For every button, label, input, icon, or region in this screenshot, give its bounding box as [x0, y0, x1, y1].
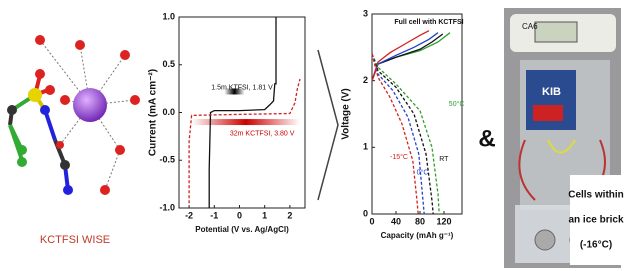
y-tick-label: 0.5: [162, 59, 175, 69]
data-line: [371, 33, 444, 81]
data-line: [371, 53, 425, 215]
arrow: [317, 49, 339, 201]
y-tick-label: 2: [363, 75, 368, 85]
chart-title: Full cell with KCTFSI: [394, 19, 463, 26]
annotation: RT: [439, 156, 449, 163]
x-axis-label: Capacity (mAh g⁻¹): [381, 231, 454, 240]
device-label: CA6: [522, 22, 538, 31]
data-line: [371, 53, 440, 215]
caption-line: (-16°C): [580, 240, 612, 251]
x-tick-label: 120: [436, 216, 451, 226]
annotation: -15°C: [390, 153, 408, 161]
annotation: 32m KCTFSI, 3.80 V: [230, 130, 295, 137]
kib-label: KIB: [542, 86, 561, 98]
y-axis-label: Current (mA cm⁻²): [148, 69, 159, 156]
plot-frame: [178, 16, 306, 209]
x-axis-label: Potential (V vs. Ag/AgCl): [195, 225, 289, 234]
atoms: [7, 35, 140, 195]
highlight-band: [224, 88, 245, 95]
annotation: 0°C: [417, 169, 429, 177]
y-tick-label: 1: [363, 142, 368, 152]
x-tick-label: 0: [369, 216, 374, 226]
caption-line: Cells within: [568, 190, 624, 201]
x-tick-label: -1: [210, 210, 218, 220]
molecule-label: KCTFSI WISE: [40, 234, 110, 246]
caption-line: an ice brick: [568, 215, 623, 226]
x-tick-label: 1: [262, 210, 267, 220]
x-tick-label: -2: [185, 210, 193, 220]
data-line: [208, 17, 277, 208]
data-line: [371, 53, 419, 215]
plot-frame: [371, 13, 463, 215]
annotation: 1.5m KTFSI, 1.81 V: [211, 85, 273, 92]
y-tick-label: 0: [363, 208, 368, 218]
y-tick-label: 0.0: [162, 107, 175, 117]
x-tick-label: 40: [391, 216, 401, 226]
y-tick-label: 1.0: [162, 11, 175, 21]
annotation: 50°C: [449, 100, 465, 108]
data-line: [188, 78, 301, 204]
ampersand: &: [478, 125, 495, 152]
photo: [504, 8, 622, 268]
y-tick-label: 3: [363, 8, 368, 18]
y-tick-label: -0.5: [159, 155, 175, 165]
x-tick-label: 80: [415, 216, 425, 226]
data-line: [371, 53, 434, 215]
y-axis-label: Voltage (V): [341, 88, 352, 139]
y-tick-label: -1.0: [159, 202, 175, 212]
x-tick-label: 2: [287, 210, 292, 220]
x-tick-label: 0: [237, 210, 242, 220]
highlight-band: [191, 119, 300, 126]
